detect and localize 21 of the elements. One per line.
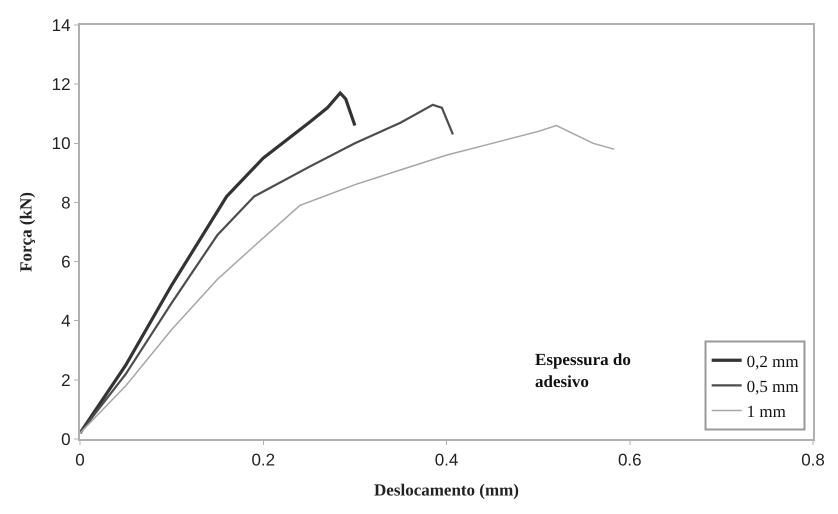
y-tick-label: 4 bbox=[61, 312, 71, 331]
line-series bbox=[80, 91, 356, 435]
y-axis-title: Força (kN) bbox=[16, 192, 36, 272]
y-tick-label: 10 bbox=[52, 134, 71, 154]
legend-label: 0,2 mm bbox=[746, 352, 799, 371]
x-tick-label: 0.2 bbox=[251, 450, 276, 470]
x-tick-label: 0.6 bbox=[618, 450, 642, 470]
y-tick-label: 8 bbox=[61, 193, 71, 212]
x-tick-label: 0.8 bbox=[801, 450, 825, 470]
y-tick-label: 12 bbox=[52, 75, 71, 94]
annotation: Espessura do adesivo bbox=[535, 350, 631, 392]
legend-label: 1 mm bbox=[746, 402, 786, 422]
line-series bbox=[80, 104, 454, 434]
x-tick-label: 0 bbox=[75, 450, 85, 470]
y-tick-label: 14 bbox=[52, 16, 71, 35]
x-tick-label: 0.4 bbox=[434, 450, 458, 470]
y-tick-label: 2 bbox=[61, 370, 71, 390]
x-axis-title: Deslocamento (mm) bbox=[374, 480, 519, 500]
y-tick-label: 0 bbox=[61, 430, 71, 449]
legend-label: 0,5 mm bbox=[746, 377, 799, 396]
y-tick-label: 6 bbox=[61, 252, 71, 272]
